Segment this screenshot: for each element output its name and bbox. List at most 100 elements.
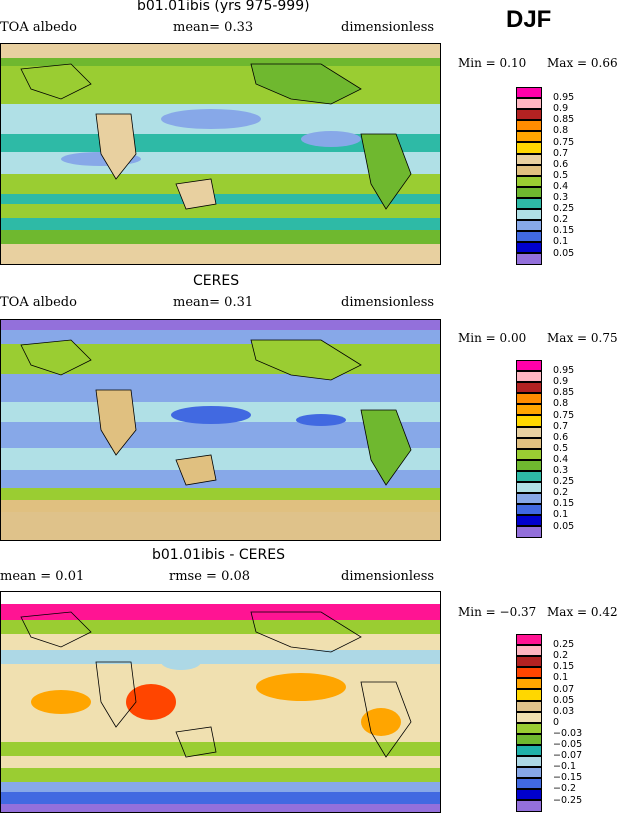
colorbar-tick-label: 0.6	[553, 158, 569, 170]
colorbar-swatch	[516, 515, 542, 527]
colorbar-swatch	[516, 470, 542, 483]
colorbar-swatch	[516, 459, 542, 471]
colorbar-swatch	[516, 382, 542, 394]
panel3-units-label: dimensionless	[341, 569, 435, 584]
colorbar-tick-label: 0.3	[553, 192, 569, 203]
colorbar-swatch	[516, 231, 542, 243]
colorbar-swatch	[516, 645, 542, 657]
panel2-units-label: dimensionless	[341, 295, 435, 310]
colorbar-swatch	[516, 393, 542, 405]
colorbar-tick-label: 0.6	[553, 431, 569, 443]
colorbar-swatch	[516, 360, 542, 372]
colorbar-tick-label: 0.95	[553, 365, 575, 377]
colorbar-swatch	[516, 526, 542, 538]
colorbar-tick-label: 0.03	[553, 705, 575, 717]
colorbar-swatch	[516, 689, 542, 701]
colorbar-swatch	[516, 778, 542, 790]
colorbar-swatch	[516, 87, 542, 99]
season-label: DJF	[506, 6, 552, 33]
panel3-rmse-label: rmse = 0.08	[169, 569, 251, 584]
colorbar-swatch	[516, 722, 542, 734]
colorbar-tick-label: 0.7	[553, 147, 569, 159]
colorbar-swatch	[516, 482, 542, 494]
panel2-map-svg	[1, 320, 440, 540]
panel3-title: b01.01ibis - CERES	[152, 547, 285, 563]
colorbar-swatch	[516, 733, 542, 745]
panel1-max: Max = 0.66	[547, 56, 618, 70]
colorbar-tick-label: 0	[553, 716, 560, 728]
panel1-units-label: dimensionless	[341, 20, 435, 35]
colorbar-swatch	[516, 756, 542, 768]
colorbar-tick-label: 0.1	[553, 509, 569, 521]
panel2-min: Min = 0.00	[458, 331, 527, 345]
colorbar-swatch	[516, 437, 542, 449]
colorbar-tick-label: −0.03	[553, 727, 583, 739]
colorbar-tick-label: −0.15	[553, 772, 583, 784]
panel1-title: b01.01ibis (yrs 975-999)	[137, 0, 310, 14]
colorbar-tick-label: 0.2	[553, 214, 569, 226]
panel3-mean-label: mean = 0.01	[0, 569, 85, 584]
colorbar-tick-label: 0.4	[553, 453, 569, 465]
colorbar-swatch	[516, 220, 542, 232]
colorbar-tick-label: 0.15	[553, 661, 575, 673]
colorbar-tick-label: 0.4	[553, 180, 569, 192]
colorbar-tick-label: 0.05	[553, 247, 575, 259]
colorbar-tick-label: 0.15	[553, 225, 575, 237]
colorbar-tick-label: 0.05	[553, 694, 575, 706]
panel2-max: Max = 0.75	[547, 331, 618, 345]
colorbar-swatch	[516, 142, 542, 154]
colorbar-tick-label: 0.3	[553, 465, 569, 476]
panel1-mean-label: mean= 0.33	[173, 20, 254, 35]
panel3-map	[0, 591, 441, 813]
colorbar-swatch	[516, 678, 542, 690]
colorbar-tick-label: 0.2	[553, 650, 569, 662]
colorbar-tick-label: 0.9	[553, 376, 569, 388]
colorbar-tick-label: 0.1	[553, 672, 569, 684]
colorbar-swatch	[516, 209, 542, 221]
panel1-map	[0, 43, 441, 265]
colorbar-tick-label: −0.1	[553, 761, 577, 773]
colorbar-swatch	[516, 504, 542, 516]
colorbar-swatch	[516, 700, 542, 712]
colorbar-swatch	[516, 131, 542, 143]
colorbar-tick-label: 0.5	[553, 442, 569, 454]
colorbar-tick-label: 0.25	[553, 476, 575, 488]
panel2-variable-label: TOA albedo	[0, 295, 77, 310]
panel1-variable-label: TOA albedo	[0, 20, 77, 35]
colorbar-tick-label: 0.85	[553, 114, 575, 126]
panel3-max: Max = 0.42	[547, 605, 618, 619]
colorbar-tick-label: 0.2	[553, 487, 569, 499]
colorbar-swatch	[516, 242, 542, 254]
colorbar-swatch	[516, 426, 542, 438]
colorbar-tick-label: 0.8	[553, 398, 569, 410]
colorbar-swatch	[516, 448, 542, 460]
colorbar-tick-label: 0.7	[553, 420, 569, 432]
panel1-map-svg	[1, 44, 440, 264]
colorbar-swatch	[516, 186, 542, 198]
colorbar-tick-label: 0.07	[553, 683, 575, 695]
colorbar-swatch	[516, 164, 542, 176]
colorbar-swatch	[516, 767, 542, 779]
colorbar-swatch	[516, 634, 542, 646]
colorbar-tick-label: 0.9	[553, 103, 569, 115]
colorbar-tick-label: 0.75	[553, 409, 575, 421]
colorbar-swatch	[516, 175, 542, 187]
colorbar-swatch	[516, 371, 542, 383]
colorbar-swatch	[516, 253, 542, 265]
colorbar-swatch	[516, 800, 542, 812]
colorbar-tick-label: 0.85	[553, 387, 575, 399]
colorbar-swatch	[516, 415, 542, 427]
colorbar-swatch	[516, 744, 542, 757]
colorbar-tick-label: −0.07	[553, 750, 583, 762]
panel3-map-svg	[1, 592, 440, 812]
panel2-mean-label: mean= 0.31	[173, 295, 254, 310]
colorbar-tick-label: 0.8	[553, 125, 569, 137]
colorbar-tick-label: 0.15	[553, 498, 575, 510]
colorbar-tick-label: 0.05	[553, 520, 575, 532]
colorbar-swatch	[516, 493, 542, 505]
colorbar-swatch	[516, 98, 542, 110]
colorbar-swatch	[516, 789, 542, 801]
panel3-min: Min = −0.37	[458, 605, 537, 619]
colorbar-swatch	[516, 656, 542, 668]
colorbar-swatch	[516, 711, 542, 723]
